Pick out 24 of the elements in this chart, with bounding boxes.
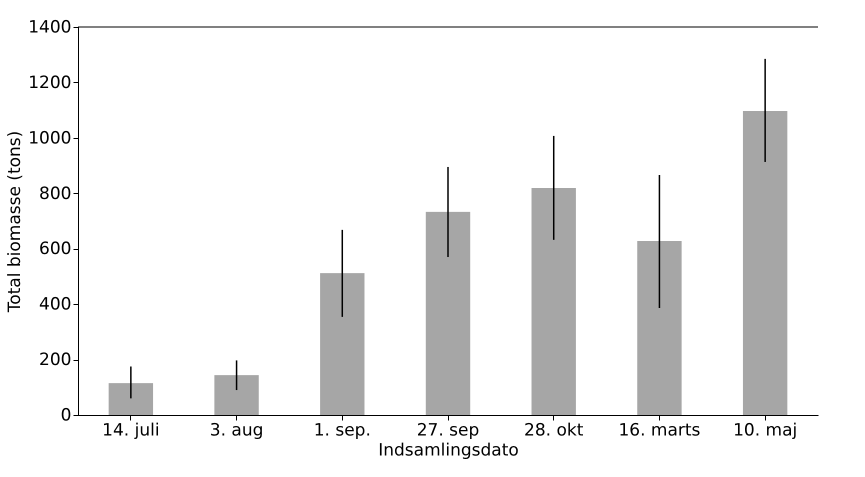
bar	[108, 383, 154, 415]
x-tick-label: 28. okt	[524, 420, 584, 440]
y-tick-label: 1400	[28, 18, 72, 38]
y-axis-title: Total biomasse (tons)	[5, 130, 26, 314]
y-tick-label: 400	[39, 294, 72, 315]
bar	[426, 212, 470, 415]
y-tick-label: 1200	[28, 72, 72, 93]
y-tick-label: 600	[39, 239, 72, 260]
y-tick-label: 200	[39, 350, 72, 370]
bar	[320, 273, 364, 415]
y-tick-label: 800	[39, 184, 72, 204]
x-tick-label: 14. juli	[102, 420, 160, 440]
y-tick-label: 1000	[28, 128, 72, 148]
x-tick-label: 3. aug	[210, 420, 264, 440]
bar	[532, 188, 576, 415]
bar	[742, 110, 788, 415]
x-tick-label: 10. maj	[733, 420, 798, 440]
x-tick-label: 27. sep	[416, 420, 480, 440]
x-axis-title: Indsamlingsdato	[378, 440, 519, 460]
x-tick-label: 16. marts	[618, 420, 701, 440]
bar	[214, 375, 259, 415]
y-tick-label: 0	[60, 406, 72, 426]
x-tick-label: 1. sep.	[314, 420, 371, 440]
bar	[637, 240, 682, 415]
